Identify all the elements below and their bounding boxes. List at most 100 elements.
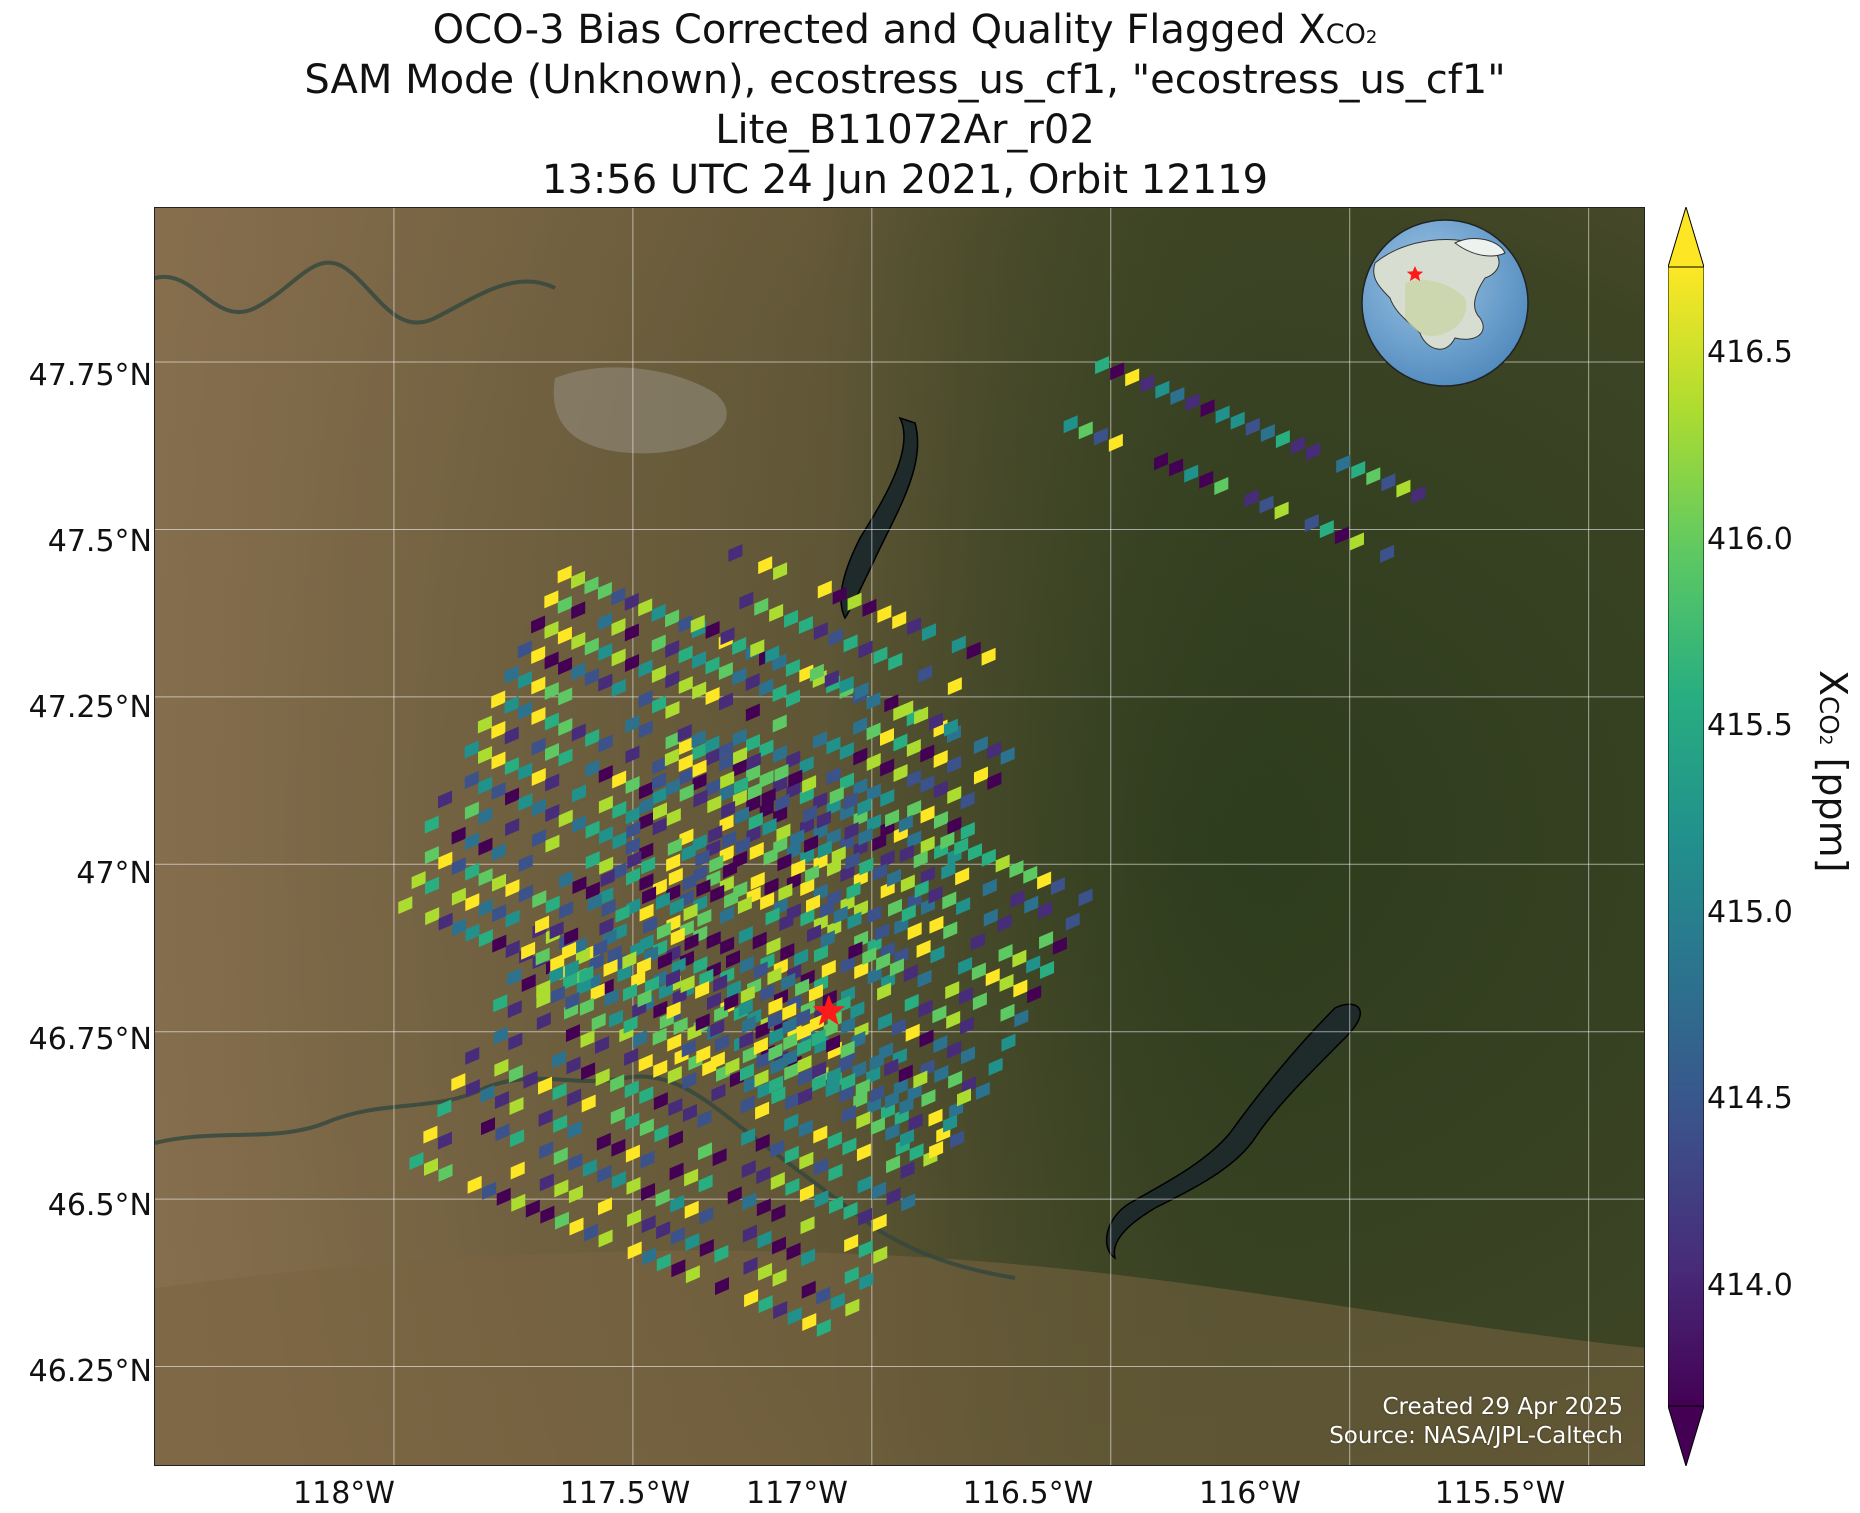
sounding-cell <box>465 832 480 851</box>
sounding-cell <box>755 1133 770 1152</box>
sounding-cell <box>960 822 975 841</box>
sounding-cell <box>918 999 933 1018</box>
sounding-cell <box>880 758 895 777</box>
sounding-cell <box>759 739 774 758</box>
sounding-cell <box>568 1185 583 1204</box>
sounding-cell <box>559 870 574 889</box>
sounding-cell <box>590 983 605 1002</box>
sounding-cell <box>518 793 533 812</box>
sounding-cell <box>585 881 600 900</box>
sounding-cell <box>511 1193 526 1212</box>
sounding-cell <box>798 1087 813 1106</box>
sounding-cell <box>584 637 599 656</box>
sounding-cell <box>493 994 508 1013</box>
sounding-cell <box>973 735 988 754</box>
sounding-cell <box>698 1142 713 1161</box>
sounding-cell <box>1001 1033 1016 1052</box>
sounding-cell <box>826 736 841 755</box>
sounding-cell <box>494 1091 509 1110</box>
sounding-cell <box>692 681 707 700</box>
sounding-cell <box>564 1001 579 1020</box>
sounding-cell <box>544 620 559 639</box>
sounding-cell <box>684 933 699 952</box>
sounding-cell <box>901 904 916 923</box>
sounding-cell <box>800 908 815 927</box>
sounding-cell <box>601 899 616 918</box>
sounding-cell <box>799 756 814 775</box>
sounding-cell <box>617 964 632 983</box>
sounding-cell <box>1050 877 1065 896</box>
sounding-cell <box>598 673 613 692</box>
sounding-cell <box>786 1242 801 1261</box>
sounding-cell <box>1038 901 1053 920</box>
sounding-cell <box>1154 452 1169 471</box>
sounding-cell <box>611 587 626 606</box>
sounding-cell <box>598 642 613 661</box>
sounding-cell <box>780 942 795 961</box>
sounding-cell <box>1009 860 1024 879</box>
sounding-cell <box>681 1039 696 1058</box>
sounding-cell <box>738 925 753 944</box>
sounding-cell <box>638 689 653 708</box>
sounding-cell <box>706 931 721 950</box>
sounding-cell <box>769 1075 784 1094</box>
sounding-cell <box>551 1050 566 1069</box>
sounding-cell <box>921 1089 936 1108</box>
sounding-cell <box>828 1163 843 1182</box>
sounding-cell <box>769 1026 784 1045</box>
sounding-cell <box>1027 985 1042 1004</box>
sounding-cell <box>692 773 707 792</box>
sounding-cell <box>626 820 641 839</box>
sounding-cell <box>942 891 957 910</box>
sounding-cell <box>656 1253 671 1272</box>
sounding-cell <box>771 1204 786 1223</box>
sounding-cell <box>814 1189 829 1208</box>
sounding-cell <box>972 992 987 1011</box>
sounding-cell <box>642 886 657 905</box>
sounding-cell <box>1155 380 1170 399</box>
sounding-cell <box>732 789 747 808</box>
sounding-cell <box>691 729 706 748</box>
sounding-cell <box>903 964 918 983</box>
sounding-cell <box>813 944 828 963</box>
sounding-cell <box>478 898 493 917</box>
sounding-cell <box>995 854 1010 873</box>
sounding-cell <box>893 733 908 752</box>
sounding-cell <box>756 1198 771 1217</box>
sounding-cell <box>564 959 579 978</box>
sounding-cell <box>585 729 600 748</box>
sounding-cell <box>652 695 667 714</box>
sounding-cell <box>791 859 806 878</box>
sounding-cell <box>766 937 781 956</box>
sounding-cell <box>749 842 764 861</box>
sounding-cell <box>775 793 790 812</box>
sounding-cell <box>565 991 580 1010</box>
sounding-cell <box>891 1018 906 1037</box>
sounding-cell <box>741 1015 756 1034</box>
sounding-cell <box>759 770 774 789</box>
sounding-cell <box>907 830 922 849</box>
sounding-cell <box>641 856 656 875</box>
sounding-cell <box>920 805 935 824</box>
sounding-cell <box>655 1188 670 1207</box>
sounding-cell <box>709 854 724 873</box>
colorbar-extend-max <box>1668 207 1704 268</box>
sounding-cell <box>809 663 824 682</box>
sounding-cell <box>1110 362 1125 381</box>
sounding-cell <box>554 1179 569 1198</box>
sounding-cell <box>409 1151 424 1170</box>
sounding-cell <box>562 941 577 960</box>
sounding-cell <box>1095 356 1110 375</box>
sounding-cell <box>873 863 888 882</box>
sounding-cell <box>841 1105 856 1124</box>
sounding-cell <box>665 670 680 689</box>
sounding-cell <box>1140 374 1155 393</box>
colorbar-extend-min <box>1668 1405 1704 1466</box>
sounding-cell <box>757 1080 772 1099</box>
sounding-cell <box>771 1086 786 1105</box>
sounding-cell <box>651 664 666 683</box>
sounding-cell <box>966 641 981 660</box>
x-tick-label: 115.5°W <box>1434 1476 1566 1511</box>
sounding-cell <box>905 1023 920 1042</box>
sounding-cell <box>943 1114 958 1133</box>
